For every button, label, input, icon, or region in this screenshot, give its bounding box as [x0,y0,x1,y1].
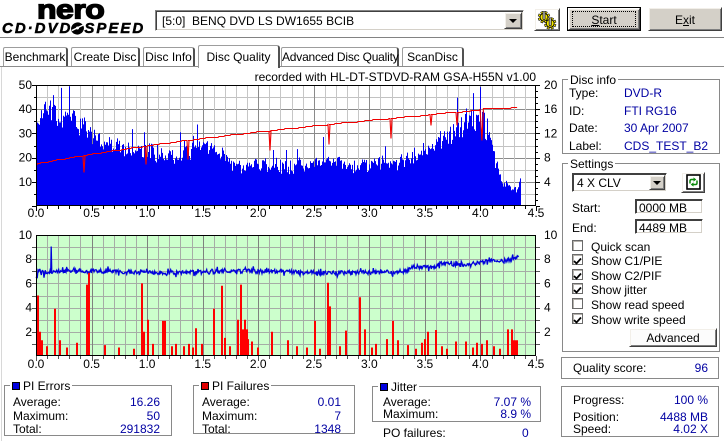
svg-text:2.5: 2.5 [305,206,322,220]
svg-text:40: 40 [19,102,33,116]
svg-text:6: 6 [544,276,551,290]
svg-text:4.0: 4.0 [472,357,489,371]
svg-text:20: 20 [19,151,33,165]
svg-text:50: 50 [19,78,33,92]
svg-text:10: 10 [544,228,558,242]
svg-text:3.0: 3.0 [361,357,378,371]
svg-text:20: 20 [544,78,558,92]
svg-text:0.0: 0.0 [28,206,45,220]
svg-text:4.5: 4.5 [528,357,545,371]
svg-text:4.0: 4.0 [472,206,489,220]
svg-text:12: 12 [544,126,558,140]
svg-text:8: 8 [25,252,32,266]
svg-text:0.5: 0.5 [83,206,100,220]
svg-text:4.5: 4.5 [528,206,545,220]
svg-text:2.0: 2.0 [250,206,267,220]
svg-text:4: 4 [544,301,551,315]
svg-text:2: 2 [544,325,551,339]
svg-text:16: 16 [544,102,558,116]
svg-text:recorded with HL-DT-STDVD-RAM: recorded with HL-DT-STDVD-RAM GSA-H55N v… [255,70,537,84]
svg-text:3.0: 3.0 [361,206,378,220]
svg-text:1.5: 1.5 [194,357,211,371]
svg-text:8: 8 [544,252,551,266]
svg-text:4: 4 [544,175,551,189]
svg-text:10: 10 [19,175,33,189]
svg-text:1.0: 1.0 [139,206,156,220]
svg-text:30: 30 [19,126,33,140]
svg-text:2: 2 [25,325,32,339]
svg-text:1.0: 1.0 [139,357,156,371]
svg-text:1.5: 1.5 [194,206,211,220]
svg-text:6: 6 [25,276,32,290]
svg-text:2.5: 2.5 [305,357,322,371]
svg-text:8: 8 [544,151,551,165]
svg-text:4: 4 [25,301,32,315]
svg-text:0.5: 0.5 [83,357,100,371]
svg-text:3.5: 3.5 [417,206,434,220]
svg-text:10: 10 [19,228,33,242]
svg-text:0.0: 0.0 [28,357,45,371]
svg-text:3.5: 3.5 [417,357,434,371]
svg-text:2.0: 2.0 [250,357,267,371]
